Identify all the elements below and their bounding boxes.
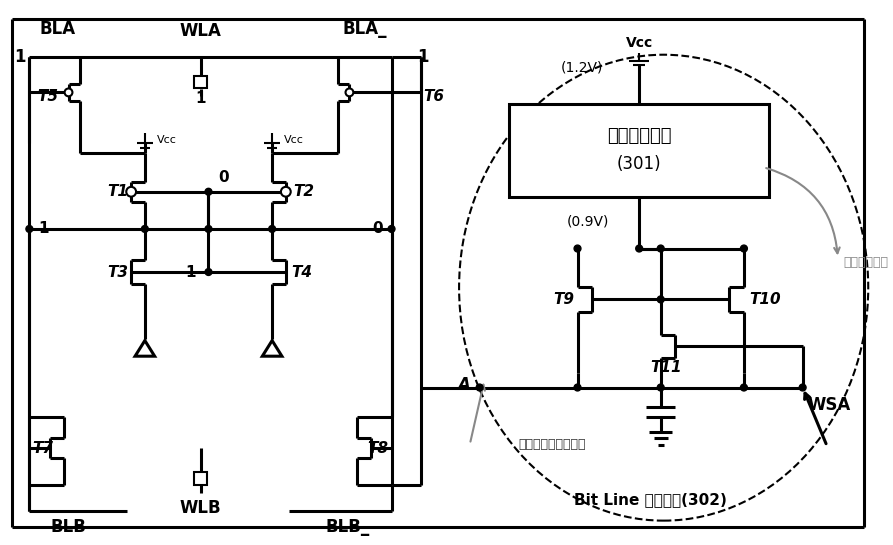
Text: 高电平对应电压降低: 高电平对应电压降低 (519, 438, 587, 451)
Circle shape (799, 384, 806, 391)
Circle shape (205, 226, 212, 232)
Text: 降压弱驱电路: 降压弱驱电路 (607, 127, 672, 145)
Text: 1: 1 (13, 47, 25, 65)
Text: 减弱驱动能力: 减弱驱动能力 (844, 256, 889, 269)
Text: 1: 1 (186, 264, 196, 280)
Circle shape (64, 88, 72, 96)
Circle shape (657, 296, 664, 303)
Text: T1: T1 (107, 184, 128, 199)
Bar (195, 472, 207, 485)
Text: T7: T7 (32, 441, 54, 456)
Circle shape (205, 189, 212, 195)
Text: Vcc: Vcc (284, 135, 304, 145)
Text: 1: 1 (196, 91, 206, 106)
Text: T8: T8 (368, 441, 388, 456)
Text: T9: T9 (554, 292, 574, 307)
Circle shape (126, 187, 136, 197)
Text: Vcc: Vcc (156, 135, 177, 145)
Text: 1: 1 (38, 221, 48, 237)
Text: 0: 0 (218, 169, 229, 185)
Text: BLA: BLA (39, 20, 75, 38)
Text: (301): (301) (617, 155, 662, 173)
Circle shape (205, 269, 212, 275)
Text: WSA: WSA (807, 396, 851, 414)
Text: T3: T3 (107, 264, 128, 280)
Text: T10: T10 (749, 292, 781, 307)
Bar (509, 104, 770, 197)
Text: T6: T6 (423, 89, 444, 104)
Text: BLB: BLB (51, 518, 87, 536)
Bar (195, 76, 207, 88)
Text: BLB_: BLB_ (325, 518, 370, 536)
Circle shape (388, 226, 395, 232)
Text: 1: 1 (417, 47, 429, 65)
Circle shape (281, 187, 291, 197)
Text: (0.9V): (0.9V) (567, 214, 609, 228)
Text: T4: T4 (291, 264, 312, 280)
Circle shape (26, 226, 33, 232)
Circle shape (476, 384, 483, 391)
Circle shape (574, 384, 581, 391)
Circle shape (740, 245, 747, 252)
Text: T11: T11 (650, 360, 681, 376)
Text: 0: 0 (372, 221, 383, 237)
Circle shape (657, 245, 664, 252)
Circle shape (141, 226, 148, 232)
Text: A: A (457, 376, 470, 393)
Circle shape (574, 245, 581, 252)
Circle shape (657, 384, 664, 391)
Text: WLB: WLB (179, 499, 221, 517)
Circle shape (346, 88, 354, 96)
Text: WLA: WLA (179, 22, 221, 40)
Text: BLA_: BLA_ (343, 20, 387, 38)
Text: (1.2V): (1.2V) (561, 60, 604, 75)
Text: T5: T5 (38, 89, 58, 104)
Text: Vcc: Vcc (626, 36, 653, 50)
Circle shape (740, 384, 747, 391)
Text: T2: T2 (293, 184, 314, 199)
Text: Bit Line 上拉模块(302): Bit Line 上拉模块(302) (574, 493, 728, 507)
Circle shape (636, 245, 643, 252)
Circle shape (269, 226, 276, 232)
